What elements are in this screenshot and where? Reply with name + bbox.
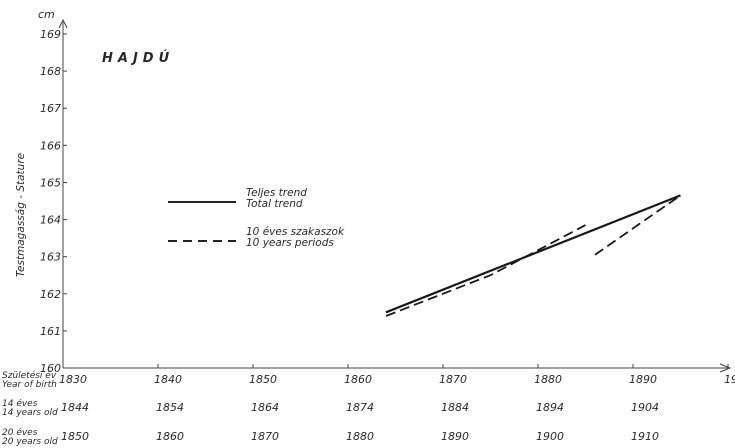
y-tick-label: 164 <box>40 214 61 227</box>
x-axis-arrow <box>719 363 732 373</box>
x-row-label: Születési év <box>2 370 57 381</box>
y-axis-arrow <box>58 18 68 29</box>
x-tick-label: 1870 <box>251 430 279 443</box>
y-tick-label: 160 <box>40 362 61 375</box>
legend-label: 10 éves szakaszok <box>246 226 345 238</box>
x-row-label: 20 years old <box>2 437 58 447</box>
x-row-label: 14 éves <box>2 398 38 409</box>
x-tick-label: 1864 <box>251 401 279 414</box>
chart-title: HAJDÚ <box>102 50 174 66</box>
x-tick-label: 1880 <box>534 373 562 386</box>
y-tick-label: 162 <box>40 288 61 301</box>
y-tick-labels: 160 161 162 163 164 165 166 167 168 169 <box>40 28 61 375</box>
x-tick-label: 1854 <box>156 401 184 414</box>
x-tick-label: 1894 <box>536 401 564 414</box>
x-tick-label: 1880 <box>346 430 374 443</box>
x-tick-label: 1890 <box>441 430 469 443</box>
x-tick-label: 1870 <box>439 373 467 386</box>
x-tick-label: 1900 <box>724 373 735 386</box>
x-tick-label: 1840 <box>154 373 182 386</box>
y-axis-label: Testmagasság - Stature <box>15 153 27 277</box>
x-row-label: 14 years old <box>2 408 58 418</box>
x-tick-label: 1860 <box>156 430 184 443</box>
y-tick-label: 165 <box>40 176 61 189</box>
x-tick-label: 1850 <box>61 430 89 443</box>
y-tick-label: 168 <box>40 65 61 78</box>
x-tick-label: 1874 <box>346 401 374 414</box>
x-row-label: 20 éves <box>2 427 38 438</box>
y-unit-label: cm <box>38 8 55 21</box>
x-tick-label: 1890 <box>629 373 657 386</box>
legend-label: Teljes trend <box>246 187 307 199</box>
y-tick-label: 167 <box>40 102 61 115</box>
x-tick-label: 1850 <box>249 373 277 386</box>
x-tick-label: 1904 <box>631 401 659 414</box>
y-tick-label: 161 <box>40 325 61 338</box>
x-tick-label: 1910 <box>631 430 659 443</box>
x-tick-label: 1900 <box>536 430 564 443</box>
x-tick-label: 1860 <box>344 373 372 386</box>
y-tick-label: 166 <box>40 139 61 152</box>
series-lines <box>385 194 682 317</box>
y-tick-label: 163 <box>40 251 61 264</box>
axes <box>58 18 732 373</box>
x-tick-label: 1884 <box>441 401 469 414</box>
y-tick-label: 169 <box>40 28 61 41</box>
series-line <box>594 194 682 256</box>
series-line <box>385 194 681 314</box>
x-row-label: Year of birth <box>2 380 57 390</box>
x-tick-rows: 1830 1840 1850 1860 1870 1880 1890 1900 1844 1854… <box>59 373 735 443</box>
legend-label: 10 years periods <box>246 237 334 249</box>
x-tick-label: 1844 <box>61 401 89 414</box>
series-line <box>385 224 586 317</box>
x-tick-label: 1830 <box>59 373 87 386</box>
legend-label: Total trend <box>246 198 303 210</box>
